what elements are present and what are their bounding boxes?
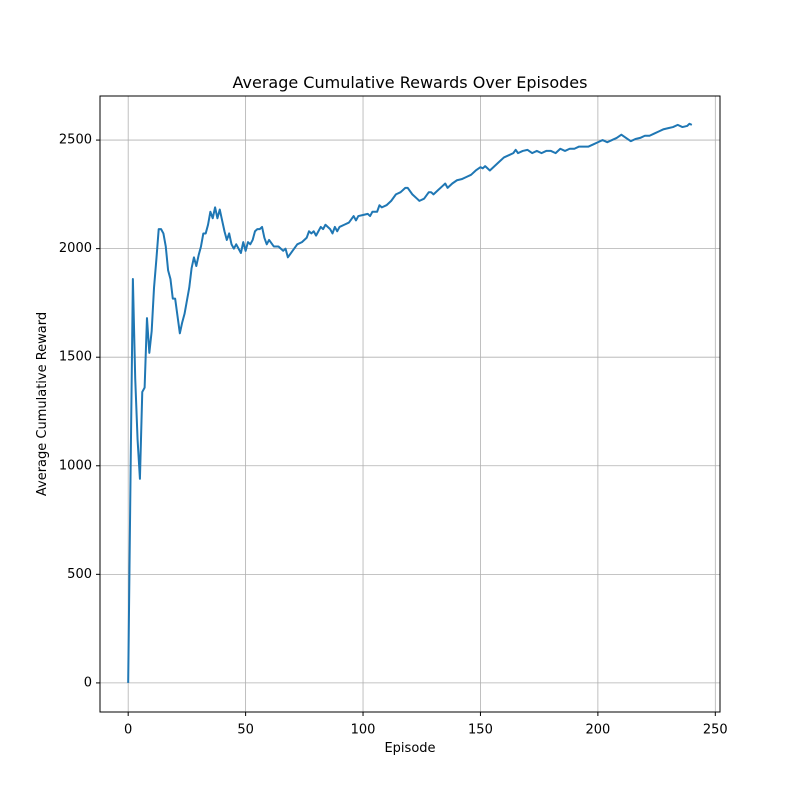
x-tick-label: 250 [703,723,728,738]
plot-frame [99,95,721,713]
y-tick-label: 1500 [59,350,92,365]
y-tick-label: 2000 [59,241,92,256]
y-tick-label: 0 [84,675,92,690]
y-tick-label: 500 [67,567,92,582]
x-tick-label: 50 [237,723,254,738]
x-tick-label: 100 [351,723,376,738]
data-line [127,122,693,683]
x-axis-label: Episode [384,741,435,756]
y-tick-label: 1000 [59,458,92,473]
y-tick-label: 2500 [59,133,92,148]
x-tick-label: 0 [124,723,132,738]
chart-title: Average Cumulative Rewards Over Episodes [233,73,588,92]
x-tick-label: 200 [585,723,610,738]
y-axis-label: Average Cumulative Reward [35,312,50,496]
x-tick-label: 150 [468,723,493,738]
